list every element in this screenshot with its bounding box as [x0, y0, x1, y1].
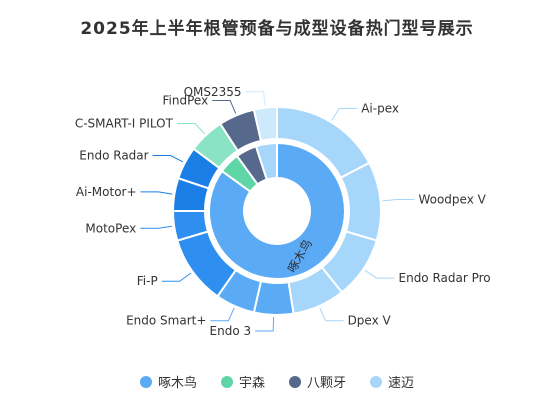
legend-marker — [289, 375, 301, 388]
slice-label-motopex: MotoPex — [85, 221, 136, 235]
slice-label-ai-motor: Ai-Motor+ — [76, 185, 137, 199]
leader-line-ai-motor — [140, 191, 173, 195]
legend-label: 八颗牙 — [307, 376, 347, 391]
leader-line-dpex-v — [319, 307, 344, 322]
legend-label: 速迈 — [388, 376, 415, 391]
legend-item-1[interactable]: 宇森 — [220, 372, 265, 391]
leader-line-endo-smart — [210, 307, 235, 322]
leader-line-fi-p — [161, 272, 192, 282]
legend-marker — [139, 375, 152, 388]
leader-line-ai-pex — [331, 107, 358, 121]
leader-line-findpex — [212, 100, 237, 114]
legend-item-0[interactable]: 啄木鸟 — [139, 372, 197, 391]
slice-label-endo-3: Endo 3 — [210, 324, 252, 338]
leader-line-motopex — [140, 225, 173, 229]
leader-line-c-smart-i-pilot — [176, 122, 205, 135]
slice-label-c-smart-i-pilot: C-SMART-I PILOT — [75, 116, 174, 130]
outer-slice-oms2355[interactable] — [252, 105, 278, 143]
slice-label-ai-pex: Ai-pex — [361, 101, 399, 115]
legend-marker — [220, 375, 233, 388]
slice-label-findpex: FindPex — [163, 94, 209, 108]
legend-item-3[interactable]: 速迈 — [370, 372, 414, 391]
legend-label: 宇森 — [238, 376, 265, 391]
outer-slice-woodpex-v[interactable] — [339, 161, 382, 242]
slice-label-dpex-v: Dpex V — [348, 314, 392, 328]
chart-title: 2025年上半年根管预备与成型设备热门型号展示 — [80, 19, 474, 39]
legend-marker — [370, 375, 383, 388]
slice-label-endo-radar-pro: Endo Radar Pro — [399, 271, 491, 285]
leader-line-woodpex-v — [382, 198, 415, 202]
chart-legend: 啄木鸟 宇森 八颗牙 速迈 — [0, 372, 554, 391]
slice-label-endo-smart: Endo Smart+ — [126, 314, 206, 328]
leader-line-endo-radar-pro — [364, 269, 395, 279]
legend-item-2[interactable]: 八颗牙 — [289, 372, 346, 391]
leader-line-oms2355 — [245, 91, 266, 106]
legend-label: 啄木鸟 — [157, 376, 197, 391]
inner-slice-0[interactable] — [208, 141, 346, 280]
leader-line-endo-radar — [152, 154, 184, 163]
inner-slice-3[interactable] — [254, 141, 278, 181]
leader-line-endo-3 — [255, 316, 275, 332]
slice-label-fi-p: Fi-P — [137, 274, 158, 288]
slice-label-oms2355: OMS2355 — [184, 85, 242, 99]
slice-label-woodpex-v: Woodpex V — [418, 192, 486, 206]
slice-label-endo-radar: Endo Radar — [79, 148, 148, 162]
